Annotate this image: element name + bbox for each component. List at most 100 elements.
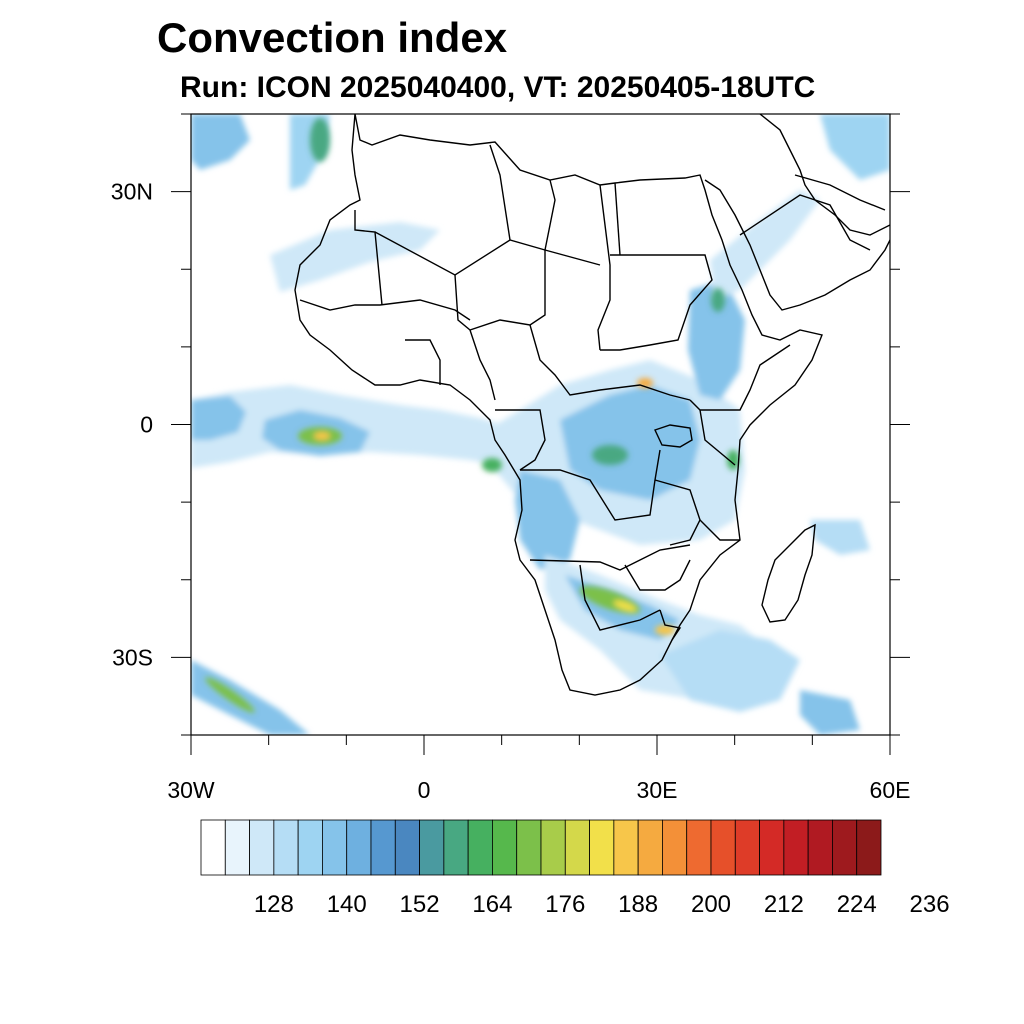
field-core-nw xyxy=(310,118,330,162)
plot-title: Convection index xyxy=(157,14,508,61)
lon-label: 0 xyxy=(418,777,431,803)
colorbar-swatch xyxy=(322,819,348,876)
colorbar-swatch xyxy=(783,819,809,876)
border-south-2 xyxy=(579,564,661,631)
field-core-sw xyxy=(205,677,255,713)
colorbar-tick-label: 140 xyxy=(327,891,367,918)
colorbar-tick-label: 236 xyxy=(910,891,950,918)
border-sahara-1 xyxy=(354,210,383,306)
colorbar-tick-label: 152 xyxy=(400,891,440,918)
colorbar-tick-label: 188 xyxy=(618,891,658,918)
border-central-2 xyxy=(495,409,546,471)
colorbar-swatch xyxy=(564,819,590,876)
border-arabia-2 xyxy=(794,174,886,211)
colorbar-swatch xyxy=(589,819,615,876)
colorbar-swatch xyxy=(249,819,275,876)
coastlines-borders xyxy=(294,114,890,696)
arabia-gulf-coast xyxy=(759,114,890,236)
lat-label: 30N xyxy=(111,179,153,205)
colorbar-swatch xyxy=(419,819,445,876)
colorbar-swatch xyxy=(807,819,833,876)
colorbar-labels: 128 140 152 164 176 188 200 212 224 236 xyxy=(254,891,950,918)
lake-victoria xyxy=(654,424,693,448)
field-core-kenya xyxy=(727,450,739,470)
border-central-1 xyxy=(529,324,691,401)
colorbar-swatch xyxy=(224,819,250,876)
colorbar-swatch xyxy=(710,819,736,876)
field-core-south-high xyxy=(613,600,637,612)
field-se-patch xyxy=(800,690,860,735)
field-sahara-streak xyxy=(270,222,440,292)
colorbar-swatch xyxy=(370,819,396,876)
field-arabia-streak xyxy=(710,190,820,300)
border-west-1 xyxy=(299,299,471,321)
field-ne-corner xyxy=(820,114,890,180)
field-congo-west xyxy=(515,470,580,570)
colorbar xyxy=(200,819,882,876)
border-south-4 xyxy=(624,559,691,591)
colorbar-swatch xyxy=(346,819,372,876)
border-west-3 xyxy=(405,339,441,385)
madagascar xyxy=(761,523,816,623)
colorbar-swatch xyxy=(516,819,542,876)
colorbar-tick-label: 164 xyxy=(472,891,512,918)
plot-subtitle: Run: ICON 2025040400, VT: 20250405-18UTC xyxy=(180,71,816,104)
colorbar-swatch xyxy=(613,819,639,876)
colorbar-swatch xyxy=(832,819,858,876)
border-sahara-3 xyxy=(489,144,511,241)
lon-label: 30W xyxy=(167,777,215,803)
border-west-4 xyxy=(469,329,496,401)
field-core-atlantic-high xyxy=(314,432,330,440)
colorbar-swatch xyxy=(759,819,785,876)
convection-field xyxy=(191,114,890,735)
lon-label: 60E xyxy=(870,777,911,803)
field-east-africa xyxy=(688,280,745,400)
colorbar-swatch xyxy=(637,819,663,876)
border-east-1 xyxy=(689,344,791,411)
field-core-central xyxy=(592,445,628,465)
border-west-2 xyxy=(454,250,546,331)
colorbar-swatch xyxy=(734,819,760,876)
field-central-core xyxy=(560,385,700,500)
red-sea-coast-east xyxy=(704,179,890,311)
border-egypt xyxy=(614,182,621,256)
colorbar-swatch xyxy=(492,819,518,876)
colorbar-tick-label: 224 xyxy=(837,891,877,918)
border-east-2 xyxy=(699,409,736,466)
colorbar-swatch xyxy=(856,819,882,876)
colorbar-tick-label: 128 xyxy=(254,891,294,918)
field-core-ethiopia xyxy=(711,288,725,312)
colorbar-swatch xyxy=(273,819,299,876)
axis-ticks xyxy=(171,113,910,755)
field-atlantic-west xyxy=(191,396,246,440)
colorbar-swatch xyxy=(443,819,469,876)
colorbar-tick-label: 200 xyxy=(691,891,731,918)
field-sw-streak xyxy=(191,660,310,735)
colorbar-tick-label: 212 xyxy=(764,891,804,918)
field-nw-corner xyxy=(191,114,250,170)
colorbar-swatch xyxy=(394,819,420,876)
border-sudan xyxy=(600,254,713,351)
lon-label: 30E xyxy=(637,777,678,803)
colorbar-swatch xyxy=(297,819,323,876)
axis-labels: 30N 0 30S 30W 0 30E 60E xyxy=(111,179,911,803)
colorbar-tick-label: 176 xyxy=(545,891,585,918)
border-libya xyxy=(544,179,556,251)
field-core-gabon xyxy=(482,458,502,472)
border-south-3 xyxy=(659,609,682,641)
border-arabia xyxy=(739,194,871,251)
colorbar-swatch xyxy=(200,819,226,876)
colorbar-swatch xyxy=(686,819,712,876)
colorbar-swatch xyxy=(467,819,493,876)
field-indian-ocean xyxy=(660,630,800,712)
border-sahara-4 xyxy=(597,184,611,351)
lat-label: 30S xyxy=(112,644,153,670)
border-south-1 xyxy=(529,544,691,571)
colorbar-swatch xyxy=(540,819,566,876)
colorbar-swatch xyxy=(662,819,688,876)
border-south-5 xyxy=(699,519,740,541)
field-madagascar-east xyxy=(810,520,870,555)
africa-coastline xyxy=(294,114,823,696)
lat-label: 0 xyxy=(140,412,153,438)
